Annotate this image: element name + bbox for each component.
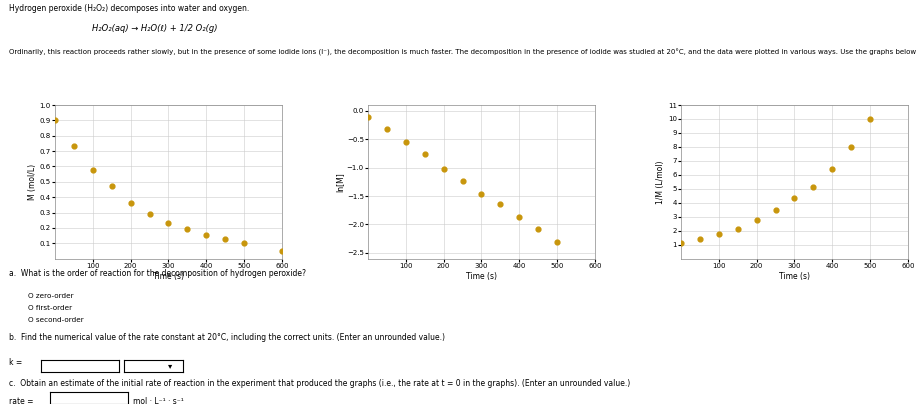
Y-axis label: ln[M]: ln[M]	[335, 172, 344, 191]
Point	[549, 238, 564, 245]
Point	[67, 143, 82, 150]
Text: ▾: ▾	[168, 361, 172, 370]
Point	[161, 220, 176, 227]
X-axis label: Time (s): Time (s)	[779, 271, 810, 280]
Text: mol · L⁻¹ · s⁻¹: mol · L⁻¹ · s⁻¹	[133, 397, 183, 404]
Text: rate =: rate =	[9, 397, 34, 404]
Point	[474, 191, 489, 198]
Point	[712, 231, 726, 238]
Point	[768, 207, 783, 214]
Point	[142, 211, 157, 217]
Point	[825, 165, 840, 172]
Point	[218, 236, 233, 242]
Point	[436, 166, 451, 172]
Point	[730, 225, 745, 232]
Text: c.  Obtain an estimate of the initial rate of reaction in the experiment that pr: c. Obtain an estimate of the initial rat…	[9, 379, 630, 388]
Point	[512, 213, 526, 220]
Text: b.  Find the numerical value of the rate constant at 20°C, including the correct: b. Find the numerical value of the rate …	[9, 333, 445, 342]
Point	[123, 200, 138, 206]
Point	[493, 200, 508, 207]
Point	[380, 125, 394, 132]
Text: Hydrogen peroxide (H₂O₂) decomposes into water and oxygen.: Hydrogen peroxide (H₂O₂) decomposes into…	[9, 4, 249, 13]
Text: H₂O₂(aq) → H₂O(ℓ) + 1/2 O₂(g): H₂O₂(aq) → H₂O(ℓ) + 1/2 O₂(g)	[92, 24, 217, 33]
Point	[692, 236, 707, 243]
X-axis label: Time (s): Time (s)	[153, 271, 184, 280]
Point	[749, 217, 764, 223]
Point	[199, 231, 214, 238]
Point	[237, 240, 251, 246]
Point	[180, 225, 194, 232]
X-axis label: Time (s): Time (s)	[466, 271, 497, 280]
Text: k =: k =	[9, 358, 22, 366]
Point	[787, 195, 801, 201]
Point	[674, 240, 689, 246]
Text: a.  What is the order of reaction for the decomposition of hydrogen peroxide?: a. What is the order of reaction for the…	[9, 269, 306, 278]
Text: O zero-order: O zero-order	[28, 293, 73, 299]
Point	[85, 166, 100, 173]
Y-axis label: 1/M (L/mol): 1/M (L/mol)	[656, 160, 665, 204]
Point	[274, 248, 289, 254]
Point	[417, 150, 432, 157]
Text: O first-order: O first-order	[28, 305, 72, 311]
Text: Ordinarily, this reaction proceeds rather slowly, but in the presence of some io: Ordinarily, this reaction proceeds rathe…	[9, 48, 917, 56]
Point	[844, 144, 858, 150]
Point	[588, 278, 602, 284]
Text: O second-order: O second-order	[28, 317, 83, 323]
Point	[399, 139, 414, 145]
Point	[863, 116, 878, 122]
Point	[806, 184, 821, 190]
Point	[105, 183, 119, 189]
Y-axis label: M (mol/L): M (mol/L)	[28, 164, 37, 200]
Point	[531, 226, 546, 232]
Point	[360, 114, 375, 120]
Point	[48, 117, 62, 124]
Point	[455, 178, 470, 184]
